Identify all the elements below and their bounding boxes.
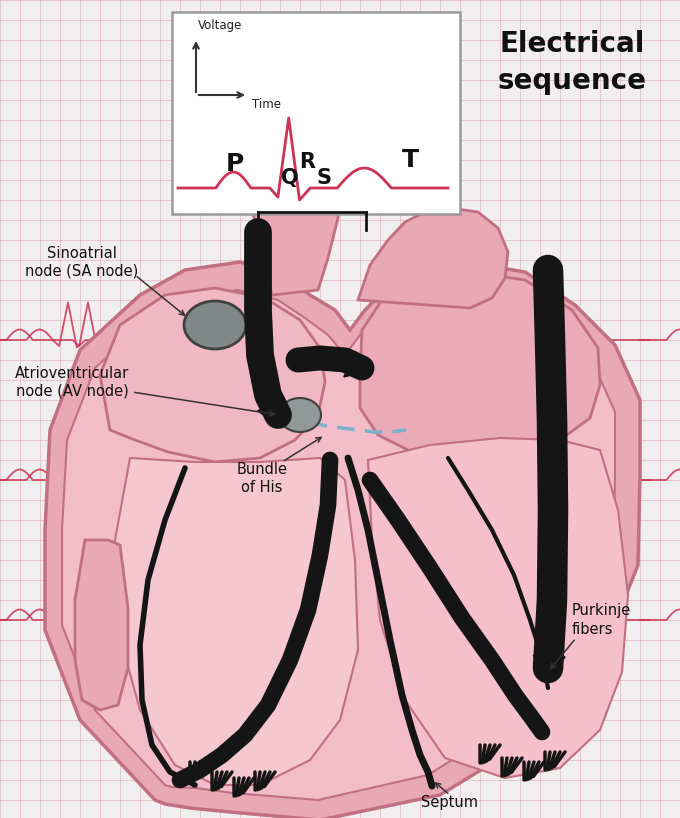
Text: Sinoatrial
node (SA node): Sinoatrial node (SA node) [25, 245, 139, 278]
Text: R: R [299, 152, 315, 172]
Polygon shape [258, 402, 286, 425]
Text: Bundle
of His: Bundle of His [237, 462, 288, 495]
Text: Purkinje
fibers: Purkinje fibers [572, 604, 631, 636]
Polygon shape [62, 285, 615, 800]
Polygon shape [368, 438, 628, 778]
Polygon shape [75, 540, 128, 710]
Text: Time: Time [252, 98, 281, 111]
Polygon shape [343, 352, 366, 377]
Polygon shape [360, 272, 600, 460]
Text: T: T [401, 148, 418, 172]
Ellipse shape [279, 398, 321, 432]
Text: Q: Q [282, 168, 299, 188]
Polygon shape [252, 130, 342, 295]
Polygon shape [100, 288, 325, 462]
Polygon shape [533, 655, 565, 680]
Text: P: P [226, 152, 244, 176]
Text: Electrical
sequence: Electrical sequence [498, 30, 647, 95]
Text: Voltage: Voltage [198, 19, 242, 32]
Text: Septum: Septum [422, 795, 479, 810]
Polygon shape [358, 208, 508, 308]
Ellipse shape [184, 301, 246, 349]
Text: S: S [316, 168, 332, 188]
FancyBboxPatch shape [172, 12, 460, 214]
Polygon shape [115, 458, 358, 785]
Text: Atrioventricular
node (AV node): Atrioventricular node (AV node) [15, 366, 129, 398]
Polygon shape [45, 262, 640, 818]
